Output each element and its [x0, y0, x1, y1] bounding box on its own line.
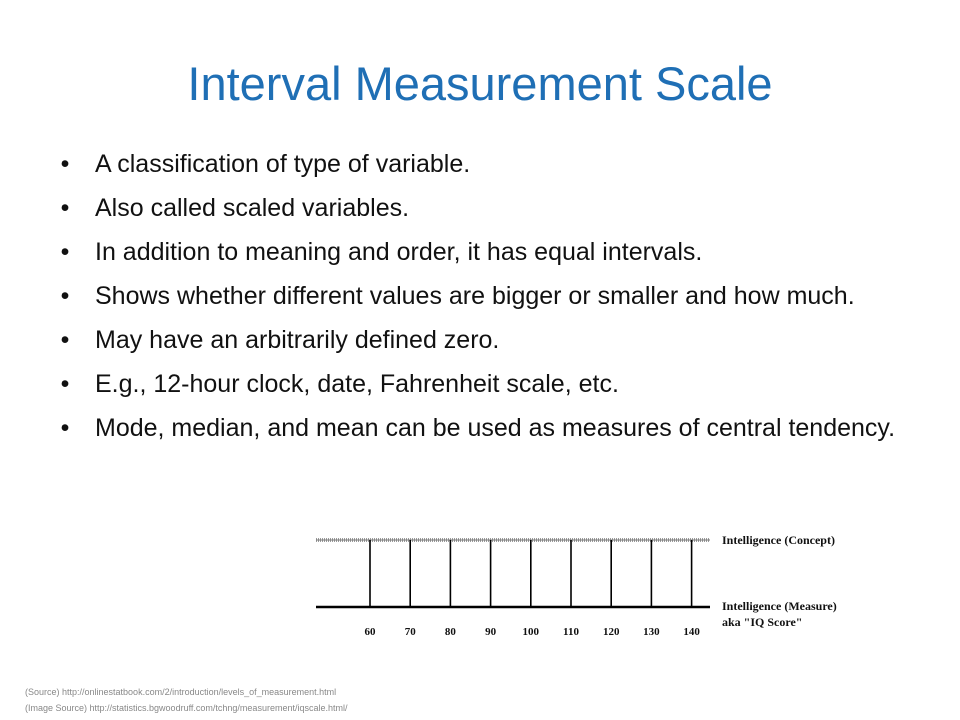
tick-label: 70 [405, 626, 417, 638]
iq-scale-diagram: 60 70 80 90 100 110 120 130 140 Intelligence (Co… [312, 528, 892, 648]
bullet-item: • Also called scaled variables. [58, 189, 908, 227]
bullet-dot: • [60, 282, 70, 310]
bullet-item: • E.g., 12-hour clock, date, Fahrenheit s… [58, 365, 908, 403]
bullet-dot: • [60, 150, 70, 178]
iq-scale-svg: 60 70 80 90 100 110 120 130 140 Intelligence (Co… [316, 533, 837, 638]
bullet-text: In addition to meaning and order, it has… [95, 238, 703, 266]
image-source-line: (Image Source) http://statistics.bgwoodr… [25, 703, 348, 713]
bullet-text: Also called scaled variables. [95, 194, 410, 222]
bullet-dot: • [60, 414, 70, 442]
bullet-text: May have an arbitrarily defined zero. [95, 326, 500, 354]
bullet-item: • Shows whether different values are bigg… [58, 277, 908, 315]
tick-label: 80 [445, 626, 457, 638]
bullet-text: E.g., 12-hour clock, date, Fahrenheit sc… [95, 370, 619, 398]
sources: (Source) http://onlinestatbook.com/2/int… [25, 684, 347, 716]
bullet-dot: • [60, 370, 70, 398]
tick-label: 60 [365, 626, 377, 638]
bullet-text: Mode, median, and mean can be used as me… [95, 414, 896, 442]
tick-label: 90 [485, 626, 497, 638]
tick-label-group: 60 70 80 90 100 110 120 130 140 [365, 626, 701, 638]
bullet-dot: • [60, 194, 70, 222]
concept-label: Intelligence (Concept) [722, 533, 835, 547]
tick-group [369, 540, 693, 607]
tick-label: 130 [643, 626, 660, 638]
bullet-list: • A classification of type of variable. •… [58, 145, 908, 453]
bullet-item: • Mode, median, and mean can be used as m… [58, 409, 908, 447]
measure-label: Intelligence (Measure) [722, 599, 837, 613]
source-line: (Source) http://onlinestatbook.com/2/int… [25, 687, 337, 697]
bullet-item: • In addition to meaning and order, it ha… [58, 233, 908, 271]
bullet-dot: • [60, 326, 70, 354]
tick-label: 110 [563, 626, 579, 638]
measure-label-aka: aka "IQ Score" [722, 615, 802, 629]
bullet-text: A classification of type of variable. [95, 150, 471, 178]
bullet-item: • May have an arbitrarily defined zero. [58, 321, 908, 359]
slide-title: Interval Measurement Scale [187, 57, 773, 110]
tick-label: 140 [683, 626, 700, 638]
bullet-dot: • [60, 238, 70, 266]
tick-label: 120 [603, 626, 620, 638]
bullet-text: Shows whether different values are bigge… [95, 282, 855, 310]
tick-label: 100 [523, 626, 540, 638]
bullet-item: • A classification of type of variable. [58, 145, 908, 183]
